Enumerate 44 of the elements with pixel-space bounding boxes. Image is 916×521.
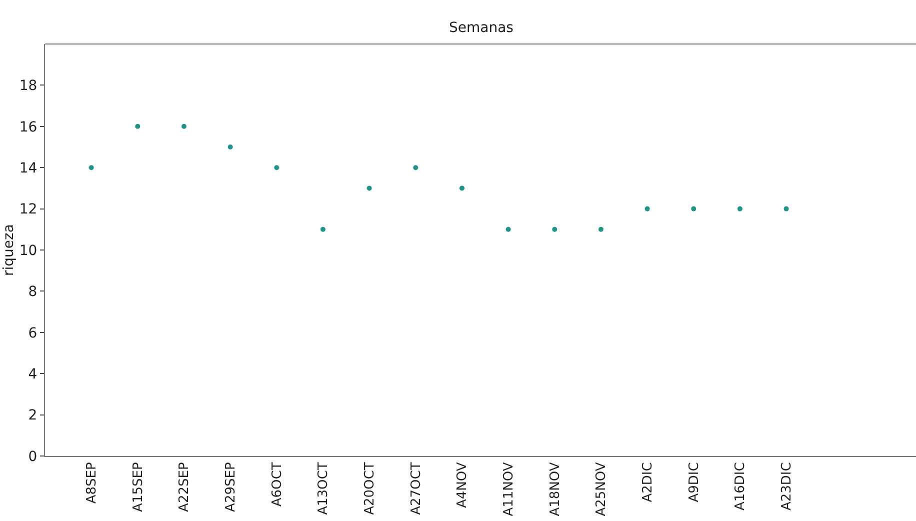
y-tick-label: 16	[19, 119, 38, 136]
x-tick-label: A23DIC	[780, 462, 795, 511]
x-axis-title: Semanas	[449, 20, 514, 36]
x-tick-label: A8SEP	[84, 462, 100, 504]
point	[413, 165, 418, 170]
point	[274, 165, 280, 170]
y-tick-label: 18	[19, 78, 38, 94]
y-tick-label: 0	[28, 448, 38, 465]
point	[737, 206, 742, 212]
point	[552, 226, 558, 232]
point	[181, 124, 186, 129]
x-tick-label: A18NOV	[548, 462, 563, 516]
point	[506, 226, 511, 232]
x-tick-label: A20OCT	[362, 462, 378, 515]
point	[598, 226, 604, 232]
x-tick-label: A27OCT	[408, 462, 424, 515]
y-axis-title: riqueza	[0, 224, 17, 276]
y-tick-label: 10	[19, 242, 38, 259]
point	[784, 206, 789, 212]
x-tick-label: A13OCT	[316, 462, 332, 515]
y-tick-label: 6	[28, 325, 38, 342]
x-tick-label: A2DIC	[640, 462, 656, 502]
x-tick-label: A6OCT	[270, 462, 285, 507]
x-tick-label: A29SEP	[224, 462, 239, 512]
x-tick-label: A9DIC	[686, 462, 702, 502]
x-tick-label: A4NOV	[455, 462, 470, 508]
x-tick-label: A15SEP	[130, 462, 146, 512]
point	[228, 144, 233, 150]
x-tick-label: A11NOV	[502, 462, 517, 516]
point	[320, 226, 326, 232]
point	[459, 186, 464, 191]
point	[691, 206, 696, 212]
y-tick-label: 2	[28, 408, 38, 424]
point	[644, 206, 650, 212]
y-tick-label: 14	[19, 160, 38, 176]
point	[135, 124, 140, 129]
x-tick-label: A16DIC	[733, 462, 748, 511]
point	[366, 186, 372, 191]
point	[88, 165, 94, 170]
y-tick-label: 8	[28, 284, 38, 300]
x-tick-label: A25NOV	[594, 462, 610, 516]
y-tick-label: 12	[19, 202, 38, 218]
y-tick-label: 4	[28, 366, 38, 382]
x-tick-label: A22SEP	[177, 462, 192, 512]
